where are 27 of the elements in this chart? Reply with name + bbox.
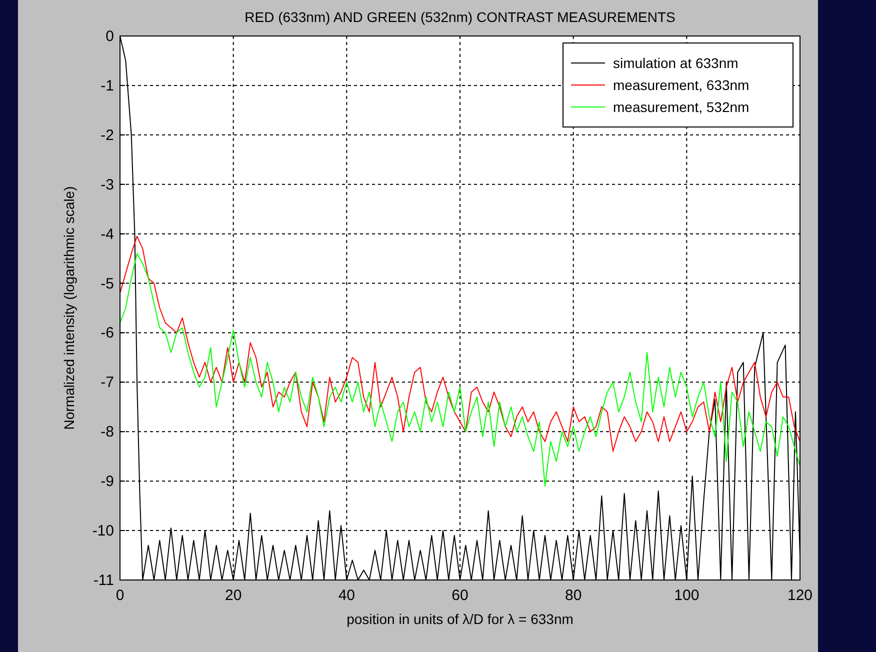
line-series	[120, 236, 800, 452]
line-series	[120, 253, 800, 487]
legend-label: simulation at 633nm	[613, 55, 738, 71]
y-tick-label: -8	[100, 424, 114, 441]
y-tick-label: -6	[100, 324, 114, 342]
chart-title: RED (633nm) AND GREEN (532nm) CONTRAST MEASUREMENTS	[244, 9, 676, 25]
y-axis-title: Normalized intensity (logarithmic scale)	[61, 186, 77, 430]
x-tick-label: 120	[787, 587, 813, 604]
y-tick-label: -4	[100, 226, 114, 243]
y-tick-label: -7	[100, 374, 114, 392]
x-tick-label: 100	[674, 587, 700, 604]
y-tick-label: -9	[100, 473, 114, 490]
x-tick-label: 0	[116, 587, 124, 604]
y-tick-label: -1	[100, 77, 114, 94]
legend-label: measurement, 532nm	[613, 99, 750, 115]
x-tick-label: 60	[452, 587, 468, 604]
y-tick-label: -10	[92, 522, 114, 540]
legend-label: measurement, 633nm	[613, 77, 750, 93]
x-tick-label: 80	[564, 587, 582, 604]
y-tick-label: -11	[93, 572, 114, 589]
y-tick-label: -2	[100, 126, 114, 144]
x-axis-title: position in units of λ/D for λ = 633nm	[346, 611, 574, 627]
x-tick-label: 20	[224, 587, 242, 604]
x-tick-label: 40	[338, 587, 356, 604]
y-tick-label: -3	[100, 176, 114, 194]
y-tick-label: 0	[106, 28, 114, 45]
y-tick-label: -5	[100, 275, 114, 292]
